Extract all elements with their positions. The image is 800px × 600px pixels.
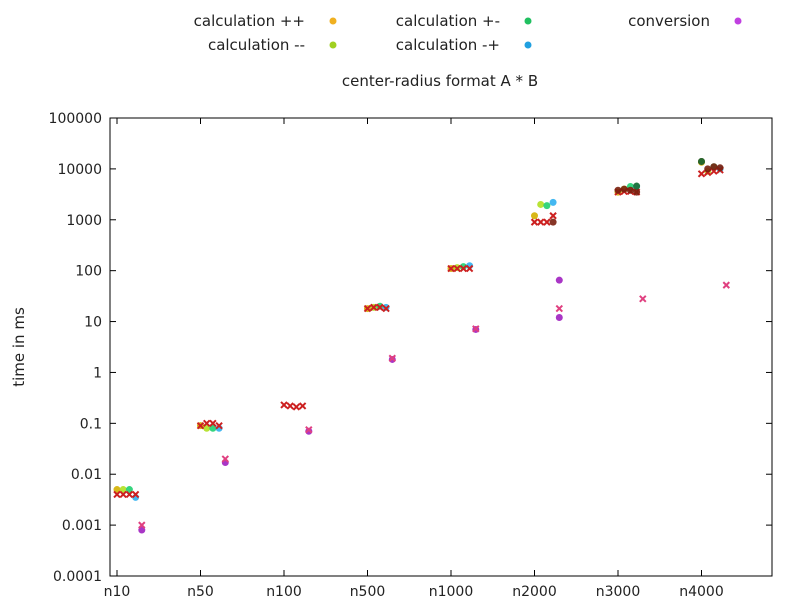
data-point-cross	[286, 402, 294, 410]
data-point-cross	[549, 212, 557, 220]
data-point	[716, 164, 724, 172]
data-point-cross	[280, 401, 288, 409]
data-point-cross	[298, 402, 307, 410]
data-point	[704, 165, 712, 173]
y-tick-label: 0.1	[80, 416, 102, 432]
data-marks	[113, 157, 731, 534]
data-point	[555, 314, 563, 322]
plot-frame	[109, 117, 773, 577]
x-tick-label: n100	[266, 584, 302, 600]
x-tick-label: n50	[187, 584, 214, 600]
y-tick-label: 0.0001	[53, 569, 102, 585]
data-point-cross	[697, 170, 706, 178]
data-point	[633, 188, 641, 196]
y-tick-label: 1	[93, 365, 102, 381]
data-point-cross	[555, 304, 564, 313]
data-point-cross	[292, 403, 301, 411]
legend-marker	[524, 41, 532, 49]
data-point-cross	[376, 303, 384, 312]
data-point-cross	[119, 490, 127, 499]
legend-label: calculation ++	[194, 12, 305, 30]
data-point	[125, 486, 133, 494]
data-point-cross	[447, 264, 455, 273]
data-point-cross	[131, 490, 140, 499]
x-tick-label: n10	[104, 584, 131, 600]
data-point	[459, 263, 467, 271]
x-tick-label: n3000	[596, 584, 641, 600]
data-point	[138, 526, 146, 534]
data-point	[698, 157, 705, 165]
data-point-cross	[138, 521, 146, 529]
data-point-cross	[639, 295, 647, 303]
x-tick-label: n1000	[429, 584, 474, 600]
y-tick-label: 1000	[66, 213, 102, 229]
y-tick-label: 0.01	[71, 467, 102, 483]
data-point	[633, 182, 641, 190]
data-point	[614, 186, 622, 194]
data-point	[620, 185, 628, 193]
y-axis: 0.0001 0.001 0.01 0.1 1 10 100 1000 10000 100000	[49, 111, 772, 585]
data-point-cross	[363, 304, 372, 313]
data-point	[626, 186, 634, 194]
data-point	[537, 200, 545, 208]
data-point-cross	[536, 218, 545, 226]
data-point	[305, 427, 313, 435]
y-tick-label: 10	[84, 315, 102, 331]
data-point-cross	[530, 218, 539, 226]
chart-title: center-radius format A * B	[342, 72, 538, 90]
legend-marker	[329, 41, 337, 49]
data-point	[531, 212, 538, 220]
data-point-cross	[472, 325, 480, 333]
data-point-cross	[215, 421, 223, 430]
data-point-cross	[113, 490, 121, 499]
data-point-cross	[369, 303, 378, 312]
data-point	[113, 486, 121, 494]
legend: calculation ++ calculation +- conversion ca…	[194, 12, 742, 54]
legend-label: calculation +-	[396, 12, 500, 30]
data-point-cross	[722, 281, 731, 289]
legend-marker	[329, 17, 337, 25]
legend-label: conversion	[628, 12, 710, 30]
data-point-cross	[305, 425, 313, 434]
y-axis-label: time in ms	[10, 307, 28, 387]
data-point-cross	[221, 455, 230, 463]
data-point-cross	[465, 264, 474, 273]
legend-marker	[734, 17, 742, 25]
data-point-cross	[543, 218, 551, 226]
data-point	[710, 163, 718, 171]
y-tick-label: 0.001	[62, 518, 102, 534]
data-point-cross	[388, 354, 397, 362]
data-point-cross	[196, 421, 205, 430]
data-point	[555, 276, 563, 284]
data-point-cross	[459, 264, 468, 273]
data-point	[119, 486, 127, 494]
x-axis: n10 n50 n100 n500 n1000 n2000 n3000 n4000	[104, 118, 724, 600]
data-point-cross	[382, 304, 390, 313]
legend-marker	[524, 17, 532, 25]
data-point	[203, 424, 211, 432]
data-point	[209, 424, 217, 432]
data-point	[549, 218, 557, 226]
data-point-cross	[209, 419, 217, 428]
y-tick-label: 100000	[49, 111, 102, 127]
x-tick-label: n4000	[679, 584, 724, 600]
data-point-cross	[202, 419, 211, 428]
data-point-cross	[453, 264, 461, 273]
data-point	[549, 198, 557, 206]
x-tick-label: n500	[350, 584, 386, 600]
data-point-cross	[125, 490, 134, 499]
legend-label: calculation -+	[396, 36, 500, 54]
y-tick-label: 100	[75, 264, 102, 280]
legend-label: calculation --	[208, 36, 305, 54]
x-tick-label: n2000	[512, 584, 557, 600]
data-point	[543, 202, 551, 210]
y-tick-label: 10000	[57, 162, 102, 178]
